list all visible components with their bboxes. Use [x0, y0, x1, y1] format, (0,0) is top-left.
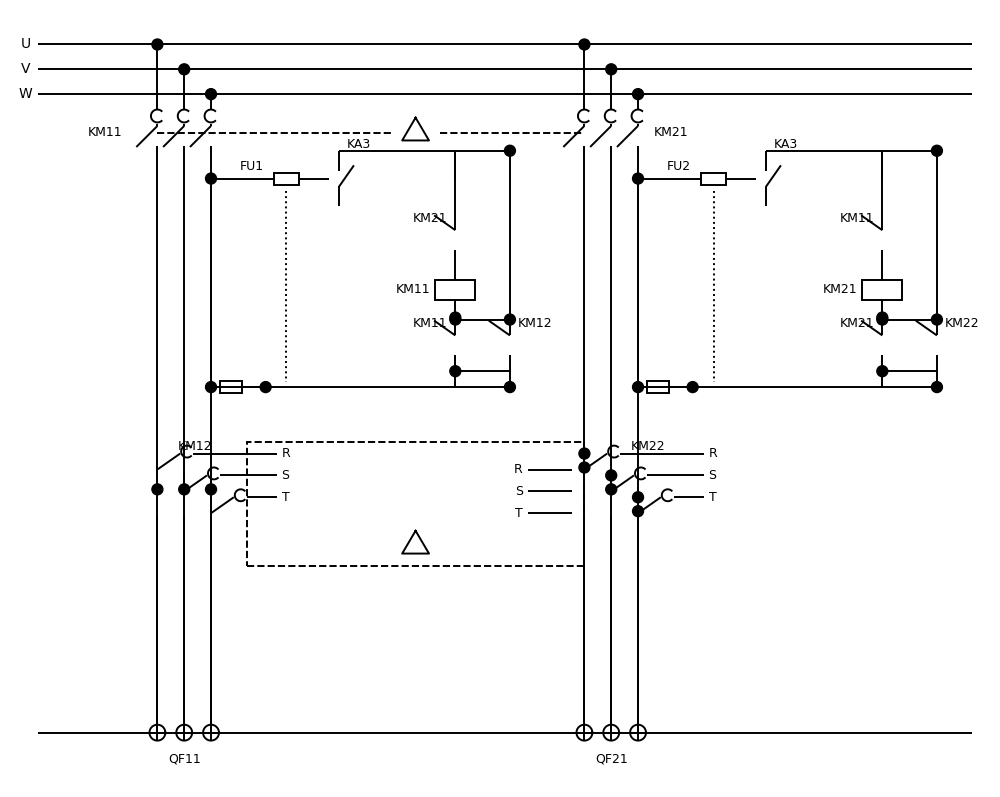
Bar — [247, 442, 584, 566]
Bar — [220, 381, 242, 393]
Text: KM21: KM21 — [413, 212, 447, 225]
Circle shape — [633, 88, 643, 100]
Text: KA3: KA3 — [774, 138, 798, 151]
Circle shape — [152, 39, 163, 50]
Circle shape — [450, 366, 461, 377]
Circle shape — [450, 314, 461, 325]
Text: KM21: KM21 — [840, 317, 874, 330]
Bar — [435, 280, 475, 300]
Circle shape — [179, 64, 190, 75]
Text: R: R — [709, 447, 717, 460]
Circle shape — [606, 484, 617, 495]
Circle shape — [579, 39, 590, 50]
Text: KM22: KM22 — [945, 317, 980, 330]
Circle shape — [206, 484, 216, 495]
Circle shape — [687, 382, 698, 393]
Text: KM21: KM21 — [823, 283, 857, 296]
Text: V: V — [21, 62, 30, 77]
Circle shape — [633, 492, 643, 503]
Bar — [701, 173, 726, 184]
Text: T: T — [709, 491, 716, 504]
Text: FU2: FU2 — [667, 160, 691, 173]
Text: FU1: FU1 — [240, 160, 264, 173]
Circle shape — [450, 312, 461, 323]
Circle shape — [931, 382, 942, 393]
Text: T: T — [515, 507, 523, 520]
Text: S: S — [709, 469, 717, 482]
Text: R: R — [282, 447, 290, 460]
Circle shape — [633, 382, 643, 393]
Text: S: S — [515, 485, 523, 498]
Text: KM22: KM22 — [631, 440, 666, 453]
Circle shape — [877, 314, 888, 325]
Circle shape — [606, 64, 617, 75]
Circle shape — [206, 88, 216, 100]
Circle shape — [152, 484, 163, 495]
Bar — [274, 173, 299, 184]
Text: KM12: KM12 — [177, 440, 212, 453]
Circle shape — [877, 366, 888, 377]
Text: S: S — [282, 469, 290, 482]
Text: T: T — [282, 491, 289, 504]
Circle shape — [877, 312, 888, 323]
Circle shape — [579, 448, 590, 459]
Text: QF21: QF21 — [595, 753, 628, 766]
Circle shape — [931, 314, 942, 325]
Circle shape — [206, 382, 216, 393]
Circle shape — [931, 145, 942, 156]
Circle shape — [504, 382, 515, 393]
Circle shape — [633, 173, 643, 184]
Text: KM12: KM12 — [518, 317, 552, 330]
Text: R: R — [514, 463, 523, 476]
Circle shape — [260, 382, 271, 393]
Circle shape — [504, 145, 515, 156]
Text: KM11: KM11 — [413, 317, 447, 330]
Text: KM21: KM21 — [654, 127, 689, 139]
Circle shape — [504, 314, 515, 325]
Circle shape — [606, 470, 617, 481]
Text: KA3: KA3 — [347, 138, 371, 151]
Text: QF11: QF11 — [168, 753, 201, 766]
Circle shape — [179, 484, 190, 495]
Text: KM11: KM11 — [396, 283, 430, 296]
Bar — [647, 381, 669, 393]
Text: U: U — [20, 37, 30, 52]
Circle shape — [579, 462, 590, 473]
Circle shape — [206, 173, 216, 184]
Text: KM11: KM11 — [840, 212, 874, 225]
Text: W: W — [18, 87, 32, 101]
Bar — [862, 280, 902, 300]
Text: KM11: KM11 — [88, 127, 123, 139]
Circle shape — [633, 506, 643, 516]
